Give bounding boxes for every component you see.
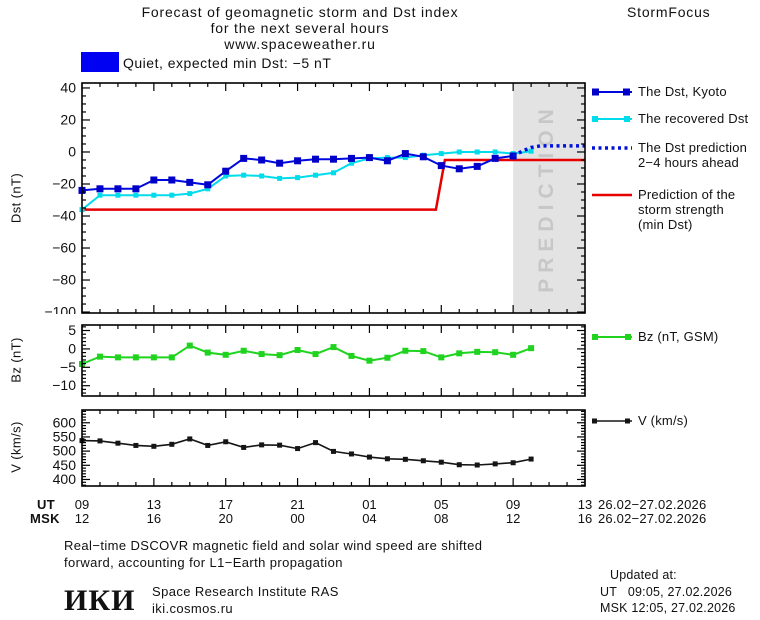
footnote-line2: forward, accounting for L1−Earth propaga… xyxy=(64,555,343,570)
y-tick-label: 40 xyxy=(60,82,76,95)
legend-item-v: V (km/s) xyxy=(592,413,688,428)
iki-logo: ИКИ xyxy=(64,584,136,617)
msk-tick-label: 08 xyxy=(434,511,449,526)
ut-tick-label: 21 xyxy=(290,497,305,512)
site-url: www.spaceweather.ru xyxy=(224,36,376,52)
ut-date-range: 26.02−27.02.2026 xyxy=(598,497,707,512)
legend-label: Bz (nT, GSM) xyxy=(638,329,719,344)
ut-tick-label: 09 xyxy=(505,497,521,512)
msk-tick-label: 12 xyxy=(505,511,521,526)
y-tick-label: −40 xyxy=(52,208,76,224)
y-tick-label: −10 xyxy=(52,377,76,393)
legend-item-storm-strength: Prediction of the storm strength (min Dst) xyxy=(592,187,735,232)
recovered-dst-marker-icon xyxy=(592,116,632,122)
brand-label: StormFocus xyxy=(627,4,711,20)
legend-item-dst-kyoto: The Dst, Kyoto xyxy=(592,84,727,99)
legend-item-recovered-dst: The recovered Dst xyxy=(592,111,748,126)
msk-tick-label: 04 xyxy=(362,511,377,526)
ut-tick-label: 01 xyxy=(362,497,377,512)
y-tick-label: −100 xyxy=(44,304,76,314)
y-tick-label: 600 xyxy=(53,414,77,430)
status-color-box xyxy=(81,52,119,72)
y-tick-label: −60 xyxy=(52,240,76,256)
y-tick-label: 5 xyxy=(68,324,76,338)
org-name: Space Research Institute RAS xyxy=(152,584,339,599)
legend-label: Prediction of the storm strength (min Dst) xyxy=(638,187,736,232)
org-site: iki.cosmos.ru xyxy=(152,601,234,616)
footnote-line1: Real−time DSCOVR magnetic field and sola… xyxy=(64,538,483,553)
msk-tick-label: 00 xyxy=(290,511,305,526)
storm-strength-marker-icon xyxy=(592,193,632,197)
y-tick-label: 0 xyxy=(68,143,76,159)
ut-row-label: UT xyxy=(37,497,55,512)
dst-kyoto-marker-icon xyxy=(592,88,632,96)
legend-label: The Dst prediction 2−4 hours ahead xyxy=(638,140,748,170)
msk-tick-label: 20 xyxy=(218,511,233,526)
msk-tick-label: 16 xyxy=(146,511,162,526)
page-title: Forecast of geomagnetic storm and Dst in… xyxy=(141,4,459,20)
legend-label: The Dst, Kyoto xyxy=(638,84,727,99)
y-tick-label: −5 xyxy=(60,359,76,375)
updated-msk: MSK 12:05, 27.02.2026 xyxy=(600,601,736,615)
y-tick-label: 550 xyxy=(53,428,77,444)
msk-date-range: 26.02−27.02.2026 xyxy=(598,511,707,526)
page-subtitle: for the next several hours xyxy=(210,20,390,36)
y-tick-label: 20 xyxy=(60,111,76,127)
status-text: Quiet, expected min Dst: −5 nT xyxy=(123,55,332,71)
legend-label: V (km/s) xyxy=(638,413,688,428)
bz-chart: 5 0 −5 −10 xyxy=(52,324,586,397)
msk-tick-label: 12 xyxy=(74,511,90,526)
ut-tick-label: 13 xyxy=(146,497,162,512)
ut-tick-label: 05 xyxy=(434,497,449,512)
y-tick-label: 0 xyxy=(68,340,76,356)
updated-ut: UT 09:05, 27.02.2026 xyxy=(600,585,733,599)
msk-tick-label: 16 xyxy=(577,511,593,526)
prediction-band-label: PREDICTION xyxy=(535,103,558,293)
y-tick-label: 450 xyxy=(53,457,77,473)
y-tick-label: −80 xyxy=(52,272,76,288)
bz-marker-icon xyxy=(592,334,632,340)
legend-item-dst-prediction: The Dst prediction 2−4 hours ahead xyxy=(592,140,747,170)
y-tick-label: −20 xyxy=(52,175,76,191)
legend-label: The recovered Dst xyxy=(638,111,749,126)
dst-chart: PREDICTION 40 20 0 −20 −40 −60 −80 −100 xyxy=(44,82,586,314)
ut-tick-label: 17 xyxy=(218,497,233,512)
updated-at-label: Updated at: xyxy=(610,568,677,582)
y-tick-label: 500 xyxy=(53,443,77,459)
ut-tick-label: 13 xyxy=(577,497,593,512)
v-marker-icon xyxy=(592,418,632,424)
ut-tick-label: 09 xyxy=(74,497,90,512)
y-tick-label: 400 xyxy=(53,471,77,487)
msk-row-label: MSK xyxy=(30,511,60,526)
legend-item-bz: Bz (nT, GSM) xyxy=(592,329,718,344)
dst-prediction-marker-icon xyxy=(592,146,632,150)
